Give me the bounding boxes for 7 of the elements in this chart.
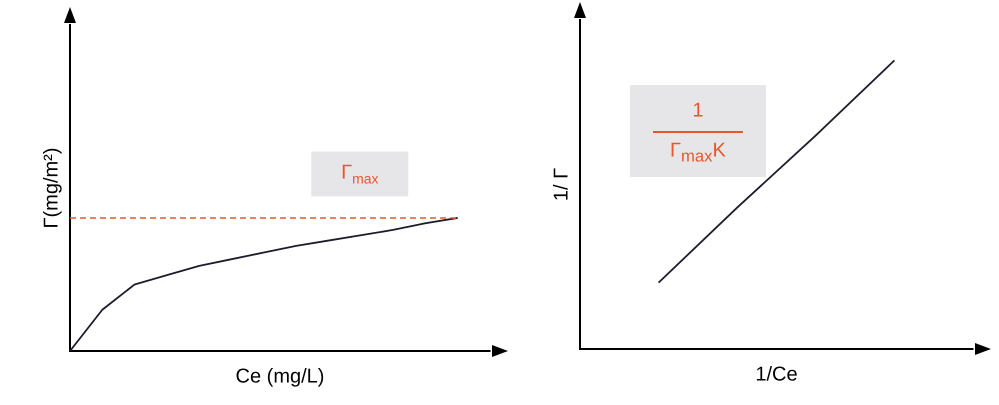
y-axis-title: 1/ Γ [550,168,573,202]
y-axis-title: Γ(mg/m²) [40,148,63,228]
x-axis-title: 1/Ce [755,364,798,386]
x-axis-title: Ce (mg/L) [236,366,324,388]
annotation: 1 [692,100,704,122]
ref-line-label: Γ$_{max}$ [311,151,409,196]
annotation: Γ$_{max}$K [670,140,726,166]
